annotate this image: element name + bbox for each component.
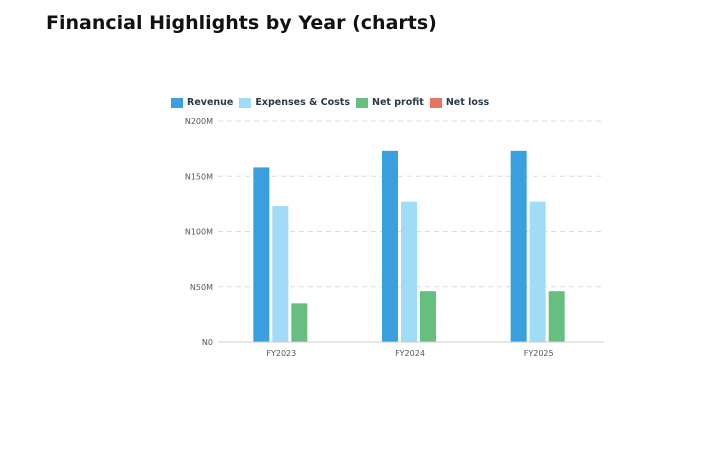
x-tick-label: FY2025 (524, 349, 554, 358)
legend-item-net-loss[interactable]: Net loss (429, 97, 490, 108)
chart-axes: N0 N50M N100M N150M N200M FY2023 FY2024 FY2025 (185, 117, 604, 358)
bar-revenue-fy2023[interactable] (253, 167, 270, 342)
x-tick-label: FY2023 (266, 349, 296, 358)
bar-expenses-costs-fy2023[interactable] (272, 206, 289, 342)
y-tick-label: N50M (190, 283, 213, 292)
bar-expenses-costs-fy2024[interactable] (401, 201, 417, 342)
bar-expenses-costs-fy2025[interactable] (529, 201, 546, 342)
x-tick-label: FY2024 (395, 349, 425, 358)
bar-net-profit-fy2025[interactable] (548, 291, 565, 342)
legend-label-net-loss: Net loss (445, 97, 490, 108)
bar-revenue-fy2024[interactable] (382, 150, 398, 342)
legend-swatch-expenses (239, 97, 252, 108)
legend-label-net-profit: Net profit (372, 97, 424, 108)
bar-revenue-fy2025[interactable] (510, 150, 527, 342)
bar-net-profit-fy2024[interactable] (420, 291, 436, 342)
page-title: Financial Highlights by Year (charts) (46, 12, 437, 34)
y-tick-label: N200M (185, 117, 213, 126)
legend-swatch-revenue (171, 97, 183, 108)
chart-bars (253, 150, 565, 342)
y-tick-label: N150M (185, 172, 213, 181)
legend-swatch-net-profit (356, 97, 368, 108)
y-tick-label: N100M (185, 228, 213, 237)
bar-net-profit-fy2023[interactable] (291, 303, 308, 342)
legend-item-revenue[interactable]: Revenue (171, 97, 233, 108)
y-tick-label: N0 (202, 338, 213, 347)
chart-legend: Revenue Expenses & Costs Net profit Net … (171, 97, 495, 108)
legend-label-expenses: Expenses & Costs (255, 97, 350, 108)
legend-item-expenses[interactable]: Expenses & Costs (239, 97, 350, 108)
legend-swatch-net-loss (429, 97, 442, 108)
legend-item-net-profit[interactable]: Net profit (356, 97, 424, 108)
legend-label-revenue: Revenue (187, 97, 234, 108)
